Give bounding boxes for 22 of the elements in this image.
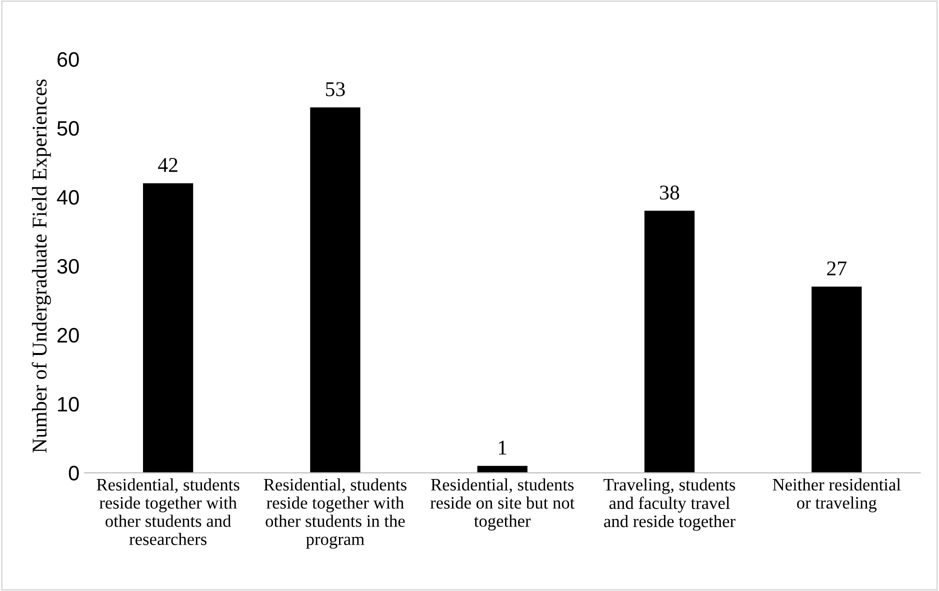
bar <box>644 210 695 473</box>
y-axis-title: Number of Undergraduate Field Experiences <box>32 79 51 453</box>
data-label: 38 <box>660 186 680 200</box>
x-tick-label: Neither residential or traveling <box>772 478 901 512</box>
data-label: 1 <box>498 440 506 455</box>
y-tick-label: 40 <box>56 190 79 205</box>
x-tick-label: Residential, students reside together with other students and researchers <box>96 478 240 546</box>
bar <box>812 286 862 473</box>
y-tick-label: 20 <box>58 328 79 343</box>
data-label: 27 <box>827 261 846 276</box>
y-tick-label: 0 <box>68 466 79 481</box>
bar <box>310 107 360 473</box>
data-label: 53 <box>326 82 345 96</box>
x-tick-label: Residential, students reside on site but not together <box>430 478 575 530</box>
y-tick-label: 50 <box>57 121 79 136</box>
y-tick-label: 10 <box>58 396 79 412</box>
bar <box>143 183 194 473</box>
x-tick-label: Traveling, students and faculty travel and reside together <box>604 478 736 531</box>
x-tick-label: Residential, students reside together with other students in the program <box>264 478 406 549</box>
y-tick-label: 30 <box>57 258 79 274</box>
y-tick-label: 60 <box>58 52 79 67</box>
data-label: 42 <box>158 158 178 172</box>
